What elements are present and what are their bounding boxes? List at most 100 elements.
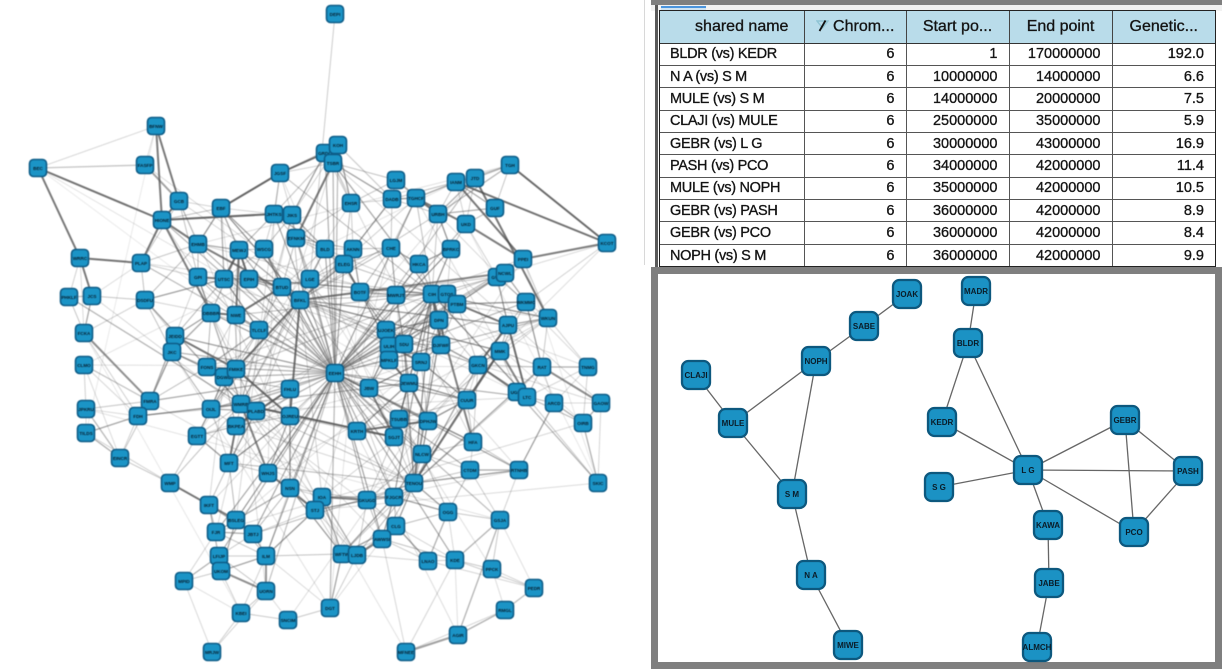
svg-text:JHTKS: JHTKS bbox=[266, 212, 281, 217]
svg-text:SGJT: SGJT bbox=[388, 435, 400, 440]
svg-text:NOPH: NOPH bbox=[804, 357, 827, 366]
svg-text:PPEI: PPEI bbox=[518, 257, 528, 262]
svg-text:MIWE: MIWE bbox=[837, 641, 859, 650]
svg-text:LNAO: LNAO bbox=[421, 559, 434, 564]
svg-text:PCO: PCO bbox=[1125, 528, 1142, 537]
svg-text:JEWMU: JEWMU bbox=[400, 381, 418, 386]
svg-text:PASH: PASH bbox=[1177, 467, 1199, 476]
svg-text:FONS: FONS bbox=[201, 365, 214, 370]
svg-text:WMRB: WMRB bbox=[234, 402, 249, 407]
svg-text:WKUN: WKUN bbox=[541, 316, 556, 321]
svg-text:DSDFU: DSDFU bbox=[137, 298, 154, 303]
svg-text:KOH: KOH bbox=[333, 143, 344, 148]
svg-text:BFNW: BFNW bbox=[149, 124, 163, 129]
svg-text:HKCA: HKCA bbox=[412, 262, 426, 267]
svg-text:FASFP: FASFP bbox=[138, 163, 153, 168]
svg-text:CHE: CHE bbox=[386, 246, 396, 251]
svg-text:S M: S M bbox=[785, 490, 800, 499]
svg-text:MMK: MMK bbox=[495, 349, 507, 354]
svg-text:N A: N A bbox=[804, 571, 818, 580]
svg-text:GTOS: GTOS bbox=[441, 292, 454, 297]
svg-text:LTC: LTC bbox=[523, 395, 532, 400]
svg-text:UKD: UKD bbox=[461, 222, 472, 227]
svg-text:BOTF: BOTF bbox=[354, 290, 367, 295]
svg-text:ILM: ILM bbox=[262, 554, 270, 559]
svg-text:PLABD: PLABD bbox=[248, 409, 265, 414]
svg-text:IOA: IOA bbox=[318, 495, 327, 500]
svg-text:OBBBR: OBBBR bbox=[203, 311, 221, 316]
svg-text:JCS: JCS bbox=[88, 294, 97, 299]
svg-text:ULIH: ULIH bbox=[384, 344, 395, 349]
svg-text:MFT: MFT bbox=[224, 461, 234, 466]
svg-text:WHJS: WHJS bbox=[261, 471, 274, 476]
svg-text:KAWA: KAWA bbox=[1036, 521, 1060, 530]
svg-text:FDH: FDH bbox=[133, 414, 143, 419]
svg-text:BFKL: BFKL bbox=[294, 298, 306, 303]
svg-text:KDE: KDE bbox=[450, 558, 460, 563]
svg-text:GEBR: GEBR bbox=[1113, 416, 1136, 425]
svg-text:MADR: MADR bbox=[964, 287, 988, 296]
svg-text:CTDM: CTDM bbox=[463, 468, 476, 473]
svg-text:JPKRU: JPKRU bbox=[78, 407, 94, 412]
svg-text:TGHCF: TGHCF bbox=[408, 196, 424, 201]
svg-text:DPN: DPN bbox=[434, 318, 444, 323]
svg-text:PTBM: PTBM bbox=[450, 302, 463, 307]
svg-text:LGJM: LGJM bbox=[390, 178, 403, 183]
svg-text:KCOT: KCOT bbox=[600, 241, 613, 246]
svg-text:JABE: JABE bbox=[1038, 579, 1060, 588]
svg-text:TGH: TGH bbox=[505, 163, 515, 168]
svg-text:FHLU: FHLU bbox=[284, 387, 297, 392]
svg-text:L G: L G bbox=[1021, 466, 1034, 475]
svg-text:WKMMC: WKMMC bbox=[517, 300, 536, 305]
svg-text:LGE: LGE bbox=[305, 277, 314, 282]
svg-text:NLCW: NLCW bbox=[415, 452, 429, 457]
svg-text:JEIDD: JEIDD bbox=[168, 334, 182, 339]
svg-text:BTUD: BTUD bbox=[276, 285, 289, 290]
svg-text:FJGCR: FJGCR bbox=[386, 495, 402, 500]
svg-text:KEDR: KEDR bbox=[931, 418, 954, 427]
svg-text:SDU: SDU bbox=[399, 342, 409, 347]
svg-text:GSJA: GSJA bbox=[494, 518, 507, 523]
svg-text:MULE: MULE bbox=[722, 419, 745, 428]
svg-text:JOAK: JOAK bbox=[896, 290, 918, 299]
svg-text:ELEG: ELEG bbox=[338, 262, 351, 267]
svg-text:TILDS: TILDS bbox=[79, 431, 92, 436]
svg-text:MPKLF: MPKLF bbox=[381, 358, 397, 363]
svg-text:FJR: FJR bbox=[212, 530, 221, 535]
svg-text:RMGL: RMGL bbox=[498, 608, 512, 613]
svg-text:EGTT: EGTT bbox=[191, 434, 203, 439]
svg-text:IANM: IANM bbox=[450, 180, 462, 185]
svg-text:CLMO: CLMO bbox=[77, 363, 91, 368]
svg-text:JTD: JTD bbox=[471, 176, 480, 181]
svg-text:EEHH: EEHH bbox=[329, 371, 342, 376]
svg-text:UGHJ: UGHJ bbox=[511, 390, 524, 395]
svg-text:MFNEE: MFNEE bbox=[398, 650, 414, 655]
svg-text:TENOU: TENOU bbox=[406, 481, 423, 486]
svg-text:JIKS: JIKS bbox=[287, 213, 297, 218]
svg-text:HFA: HFA bbox=[468, 440, 478, 445]
svg-text:LJDB: LJDB bbox=[351, 553, 364, 558]
svg-text:EBF: EBF bbox=[216, 206, 225, 211]
svg-text:UKOM: UKOM bbox=[214, 569, 228, 574]
svg-text:GCB: GCB bbox=[174, 199, 185, 204]
svg-text:SABE: SABE bbox=[853, 322, 876, 331]
svg-text:UTSC: UTSC bbox=[218, 277, 231, 282]
svg-text:FCKA: FCKA bbox=[78, 331, 91, 336]
svg-text:RAT: RAT bbox=[537, 365, 546, 370]
svg-text:URBH: URBH bbox=[431, 212, 445, 217]
svg-text:AKNN: AKNN bbox=[346, 247, 360, 252]
svg-text:CIH: CIH bbox=[428, 292, 437, 297]
svg-text:DPHJW: DPHJW bbox=[420, 419, 437, 424]
svg-text:TSBR: TSBR bbox=[327, 161, 340, 166]
svg-text:AGIR: AGIR bbox=[452, 633, 464, 638]
svg-text:OJREU: OJREU bbox=[282, 414, 299, 419]
svg-text:MWRJT: MWRJT bbox=[388, 293, 405, 298]
svg-text:DGWB: DGWB bbox=[217, 375, 232, 380]
svg-text:KBEI: KBEI bbox=[236, 611, 247, 616]
svg-text:STJ: STJ bbox=[311, 508, 320, 513]
svg-text:JBTJ: JBTJ bbox=[247, 532, 259, 537]
svg-text:OGG: OGG bbox=[443, 510, 454, 515]
svg-text:PLAP: PLAP bbox=[135, 261, 147, 266]
svg-text:GUF: GUF bbox=[490, 206, 500, 211]
svg-text:JKC: JKC bbox=[167, 350, 177, 355]
